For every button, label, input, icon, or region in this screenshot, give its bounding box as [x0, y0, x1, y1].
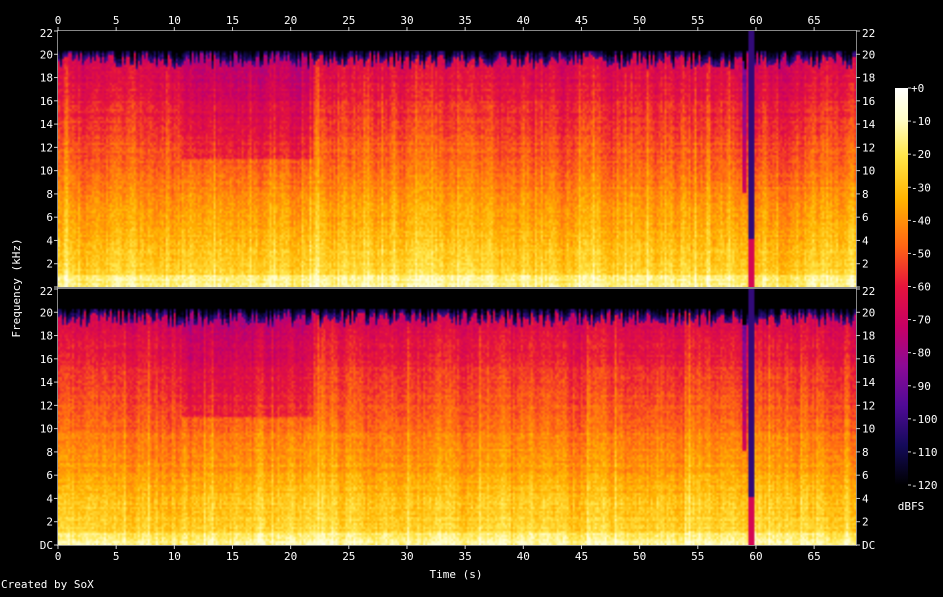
x-tick-label: 55 — [691, 14, 704, 27]
x-tick-label: 40 — [517, 550, 530, 563]
y-tick-label: 10 — [862, 165, 875, 178]
colorbar — [895, 88, 908, 485]
y-tick-label: 18 — [862, 72, 875, 85]
plot-frame-bottom — [57, 288, 857, 546]
y-tick-label: 8 — [46, 446, 53, 459]
colorbar-label: dBFS — [898, 500, 925, 513]
y-tick-label: 12 — [40, 141, 53, 154]
y-tick-label: 6 — [46, 469, 53, 482]
x-axis-label: Time (s) — [430, 568, 483, 581]
y-tick-label: 12 — [862, 399, 875, 412]
colorbar-tick-label: +0 — [911, 82, 924, 95]
y-tick-label: 22 — [40, 285, 53, 298]
x-tick-label: 20 — [284, 550, 297, 563]
y-tick-label: 10 — [40, 165, 53, 178]
y-tick-label: 8 — [862, 446, 869, 459]
y-tick-label: 20 — [40, 48, 53, 61]
x-tick-label: 0 — [55, 14, 62, 27]
x-tick-label: 25 — [342, 14, 355, 27]
y-tick-label: 22 — [862, 27, 875, 40]
y-tick-label: 8 — [862, 188, 869, 201]
x-tick-label: 60 — [749, 550, 762, 563]
y-tick-label: DC — [40, 539, 53, 552]
y-tick-label: 14 — [40, 118, 54, 131]
y-tick-label: 12 — [862, 141, 875, 154]
y-tick-label: 18 — [862, 330, 875, 343]
x-tick-label: 10 — [168, 550, 181, 563]
y-tick-label: 16 — [862, 353, 875, 366]
colorbar-tick-label: -60 — [911, 281, 931, 294]
x-tick-label: 50 — [633, 550, 646, 563]
colorbar-tick-label: -70 — [911, 314, 931, 327]
footer-credit: Created by SoX — [1, 578, 94, 591]
x-tick-label: 10 — [168, 14, 181, 27]
y-tick-label: 6 — [46, 211, 53, 224]
y-tick-label: 4 — [862, 492, 869, 505]
y-tick-label: 6 — [862, 469, 869, 482]
x-tick-label: 60 — [749, 14, 762, 27]
y-tick-label: 2 — [46, 258, 53, 271]
colorbar-tick-label: -20 — [911, 148, 931, 161]
x-tick-label: 5 — [113, 14, 120, 27]
y-tick-label: 20 — [862, 306, 875, 319]
colorbar-tick-label: -100 — [911, 413, 938, 426]
x-tick-label: 40 — [517, 14, 530, 27]
y-tick-label: 22 — [40, 27, 53, 40]
x-tick-label: 15 — [226, 550, 239, 563]
plot-frame-top — [57, 30, 857, 288]
y-tick-label: 20 — [862, 48, 875, 61]
x-tick-label: 35 — [459, 550, 472, 563]
colorbar-tick-label: -80 — [911, 347, 931, 360]
x-tick-label: 25 — [342, 550, 355, 563]
x-tick-label: 50 — [633, 14, 646, 27]
y-tick-label: 14 — [40, 376, 54, 389]
x-tick-label: 45 — [575, 14, 588, 27]
spectrogram-top-channel — [58, 31, 856, 287]
x-tick-label: 55 — [691, 550, 704, 563]
y-tick-label: 2 — [862, 258, 869, 271]
x-tick-label: 20 — [284, 14, 297, 27]
x-tick-label: 30 — [400, 550, 413, 563]
y-tick-label: 8 — [46, 188, 53, 201]
y-tick-label: 16 — [40, 95, 53, 108]
y-tick-label: 14 — [862, 376, 876, 389]
x-tick-label: 15 — [226, 14, 239, 27]
y-tick-label: DC — [862, 539, 875, 552]
y-tick-label: 18 — [40, 72, 53, 85]
colorbar-tick-label: -10 — [911, 115, 931, 128]
y-tick-label: 10 — [40, 423, 53, 436]
spectrogram-bottom-channel — [58, 289, 856, 545]
colorbar-tick-label: -50 — [911, 247, 931, 260]
colorbar-tick-label: -40 — [911, 214, 931, 227]
y-tick-label: 4 — [46, 234, 53, 247]
y-tick-label: 2 — [46, 516, 53, 529]
y-tick-label: 4 — [46, 492, 53, 505]
y-tick-label: 10 — [862, 423, 875, 436]
y-axis-label: Frequency (kHz) — [10, 238, 23, 337]
x-tick-label: 5 — [113, 550, 120, 563]
colorbar-tick-label: -30 — [911, 181, 931, 194]
colorbar-tick-label: -90 — [911, 380, 931, 393]
x-tick-label: 35 — [459, 14, 472, 27]
y-tick-label: 12 — [40, 399, 53, 412]
y-tick-label: 18 — [40, 330, 53, 343]
y-tick-label: 6 — [862, 211, 869, 224]
x-tick-label: 30 — [400, 14, 413, 27]
x-tick-label: 65 — [807, 550, 820, 563]
colorbar-tick-label: -120 — [911, 479, 938, 492]
y-tick-label: 16 — [862, 95, 875, 108]
colorbar-tick-label: -110 — [911, 446, 938, 459]
y-tick-label: 2 — [862, 516, 869, 529]
y-tick-label: 16 — [40, 353, 53, 366]
x-tick-label: 0 — [55, 550, 62, 563]
x-tick-label: 65 — [807, 14, 820, 27]
y-tick-label: 4 — [862, 234, 869, 247]
x-tick-label: 45 — [575, 550, 588, 563]
y-tick-label: 22 — [862, 285, 875, 298]
y-tick-label: 20 — [40, 306, 53, 319]
y-tick-label: 14 — [862, 118, 876, 131]
